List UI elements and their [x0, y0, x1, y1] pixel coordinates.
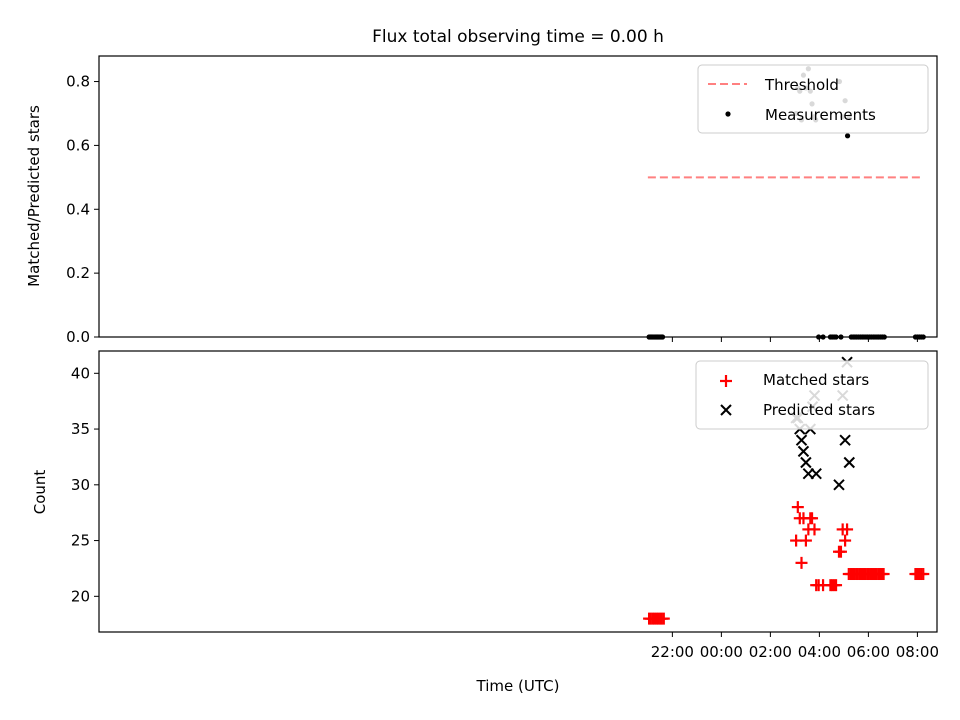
legend-matched-label: Matched stars: [763, 371, 869, 389]
y-tick-label: 0.6: [66, 136, 90, 154]
bottom-axes-frame: [98, 350, 938, 633]
top-panel: 0.0 0.2 0.4 0.6 0.8 Flux total observing tim…: [25, 27, 938, 346]
y-tick-label: 0.8: [66, 73, 90, 91]
y-tick-label: 0.2: [66, 264, 90, 282]
matched-star-point: [841, 523, 854, 536]
bottom-y-ticks: 20 25 30 35 40: [71, 364, 99, 605]
bottom-x-ticks: 22:00 00:00 02:00 04:00 06:00 08:00: [651, 632, 939, 661]
bottom-panel: 20 25 30 35 40 22:00 00:00 02:00 04:00 06:00 08:0…: [31, 350, 939, 695]
legend-threshold-label: Threshold: [764, 76, 839, 94]
predicted-star-point: [833, 479, 845, 491]
legend-predicted-label: Predicted stars: [763, 401, 875, 419]
y-tick-label: 0.0: [66, 328, 90, 346]
predicted-star-point: [839, 434, 851, 446]
predicted-star-point: [810, 467, 822, 480]
top-legend: Threshold Measurements: [697, 64, 929, 134]
top-axes-frame: [98, 55, 938, 338]
y-tick-label: 35: [71, 420, 90, 438]
predicted-star-point: [797, 445, 810, 458]
matched-star-point: [799, 534, 812, 547]
matched-star-point: [917, 568, 930, 581]
y-tick-label: 0.4: [66, 200, 90, 218]
matched-star-point: [839, 534, 852, 547]
measurement-point: [844, 133, 851, 139]
top-y-axis-label: Matched/Predicted stars: [25, 105, 43, 287]
y-tick-label: 40: [71, 364, 90, 382]
top-y-ticks: 0.0 0.2 0.4 0.6 0.8: [66, 73, 99, 346]
x-axis-label: Time (UTC): [476, 677, 560, 695]
predicted-star-point: [843, 456, 855, 469]
x-tick-label: 08:00: [896, 643, 939, 661]
predicted-star-point: [795, 434, 808, 446]
x-tick-label: 22:00: [651, 643, 694, 661]
matched-star-point: [791, 501, 804, 514]
y-tick-label: 30: [71, 476, 90, 494]
matched-star-point: [830, 579, 843, 592]
bottom-legend-box: [695, 360, 929, 430]
matched-star-point: [795, 556, 808, 569]
matched-star-point: [834, 545, 847, 558]
matched-star-point: [877, 568, 890, 581]
bottom-legend: Matched stars Predicted stars: [695, 360, 929, 430]
legend-measurements-swatch: [725, 111, 731, 117]
x-tick-label: 02:00: [749, 643, 792, 661]
top-legend-box: [697, 64, 929, 134]
legend-predicted-swatch: [720, 404, 732, 416]
x-tick-label: 04:00: [798, 643, 841, 661]
y-tick-label: 25: [71, 532, 90, 550]
predicted-star-point: [800, 456, 812, 469]
legend-measurements-label: Measurements: [765, 106, 876, 124]
chart-title: Flux total observing time = 0.00 h: [372, 27, 664, 47]
x-tick-label: 00:00: [700, 643, 743, 661]
top-x-ticks: [671, 337, 918, 342]
bottom-y-axis-label: Count: [31, 470, 49, 515]
matched-star-point: [657, 612, 670, 625]
legend-matched-swatch: [720, 375, 732, 387]
matched-star-point: [808, 523, 821, 536]
matched-star-point: [806, 512, 819, 525]
x-tick-label: 06:00: [847, 643, 890, 661]
y-tick-label: 20: [71, 587, 90, 605]
